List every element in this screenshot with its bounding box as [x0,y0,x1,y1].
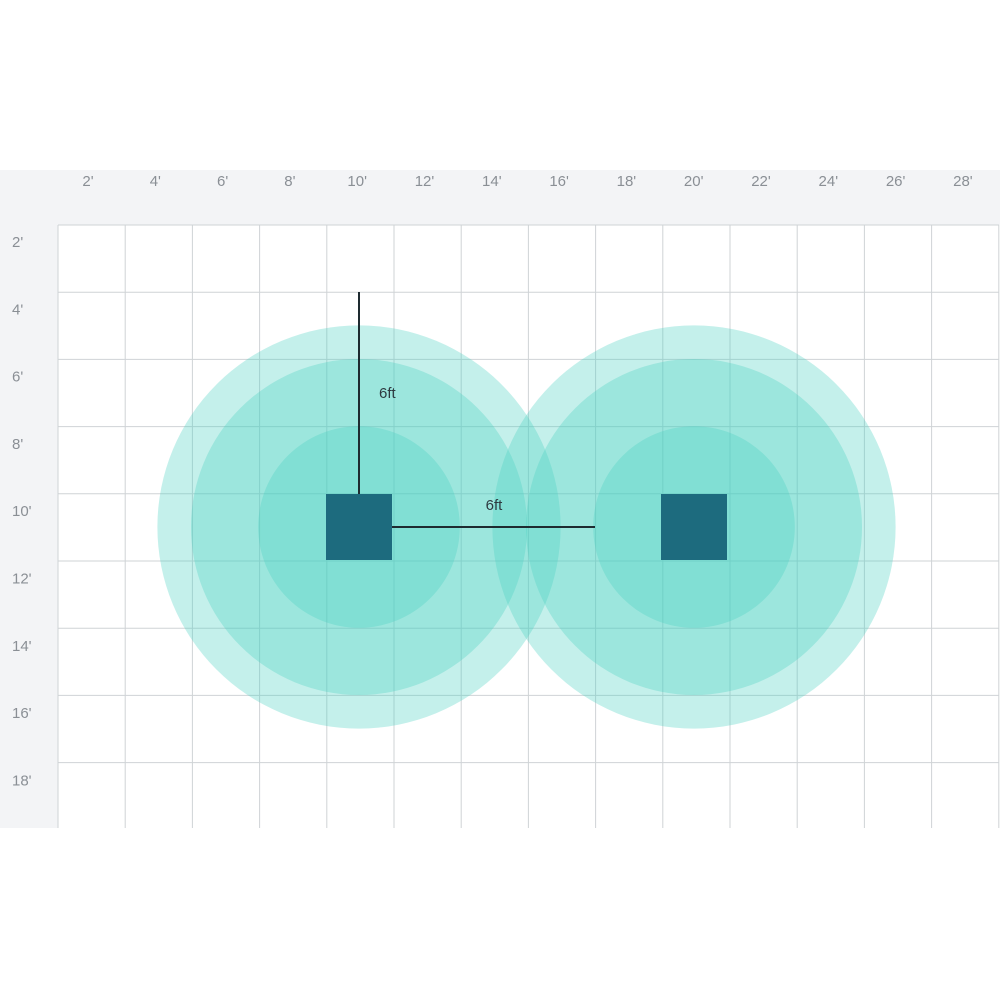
x-tick-label: 8' [284,173,295,190]
device-left [326,494,392,560]
device-right [661,494,727,560]
y-tick-label: 8' [12,436,23,453]
y-tick-label: 14' [12,638,32,655]
x-tick-label: 4' [150,173,161,190]
x-tick-label: 22' [751,173,771,190]
top-axis-band [0,170,1000,225]
x-axis-ticks: 2' 4' 6' 8' 10' 12' 14' 16' 18' 20' 22' 24' 26' 28' [82,173,972,190]
y-tick-label: 12' [12,571,32,588]
y-tick-label: 2' [12,234,23,251]
x-tick-label: 20' [684,173,704,190]
x-tick-label: 2' [82,173,93,190]
y-tick-label: 18' [12,772,32,789]
devices [326,494,727,560]
vertical-dimension-label: 6ft [379,385,397,402]
x-tick-label: 24' [819,173,839,190]
x-tick-label: 26' [886,173,906,190]
x-tick-label: 28' [953,173,973,190]
left-axis-band [0,170,58,828]
y-tick-label: 6' [12,369,23,386]
x-tick-label: 14' [482,173,502,190]
y-tick-label: 10' [12,503,32,520]
y-tick-label: 16' [12,705,32,722]
x-tick-label: 12' [415,173,435,190]
x-tick-label: 18' [617,173,637,190]
y-axis-ticks: 2' 4' 6' 8' 10' 12' 14' 16' 18' [12,234,32,789]
x-tick-label: 16' [549,173,569,190]
y-tick-label: 4' [12,301,23,318]
dimension-lines: 6ft 6ft [358,292,595,528]
x-tick-label: 10' [347,173,367,190]
x-tick-label: 6' [217,173,228,190]
horizontal-dimension-label: 6ft [486,497,504,514]
